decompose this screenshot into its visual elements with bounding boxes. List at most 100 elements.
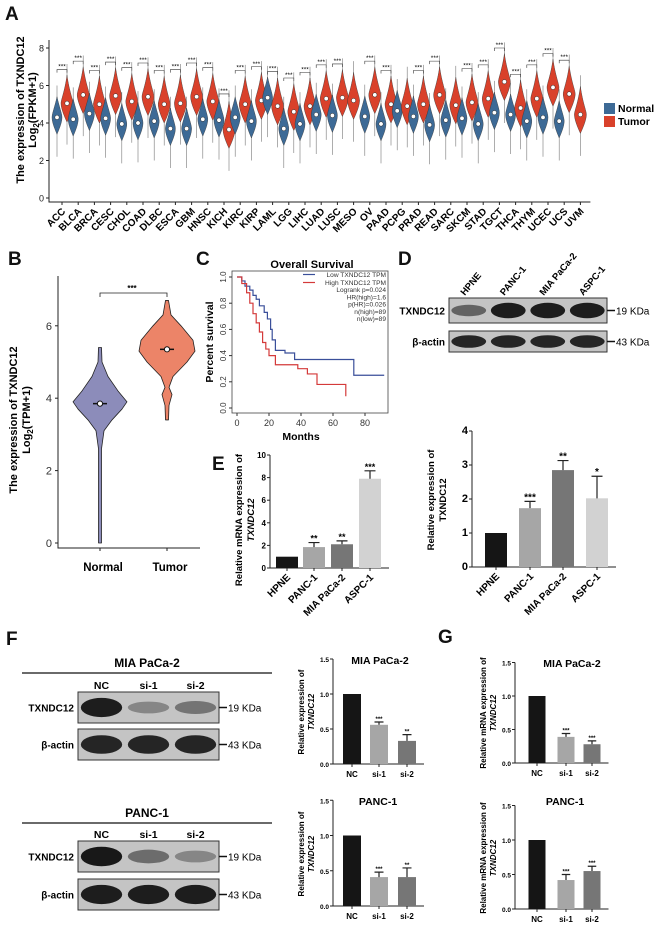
a-sig-bracket	[494, 47, 505, 51]
b-sig-bracket	[99, 292, 168, 297]
a-sig-label: ***	[366, 55, 374, 62]
e-bar-bar	[331, 544, 353, 568]
f-mia-blot-marker-label: 43 KDa	[228, 741, 262, 752]
g-mia-bar-bar	[528, 696, 546, 763]
f-mia-blot-row-label: TXNDC12	[28, 704, 74, 715]
e-bar-bar	[303, 547, 325, 568]
panel-label-c: C	[196, 249, 210, 270]
f-panc-blot-band	[174, 884, 217, 905]
g-mia-bar-error-bar	[587, 740, 597, 745]
f-panc-blot-marker-label: 43 KDa	[228, 891, 262, 902]
a-xtick-label: UVM	[563, 206, 587, 230]
d-bar-bar	[552, 470, 574, 567]
a-sig-label: ***	[188, 57, 196, 64]
c-xlabel: Months	[282, 431, 319, 443]
c-ytick-label: 0.4	[219, 349, 228, 361]
violin-normal-median	[491, 110, 497, 116]
g-panc-bar-ytick-label: 0.5	[502, 873, 511, 880]
violin-tumor-median	[242, 101, 248, 107]
d-bar-ytick-label: 4	[462, 425, 469, 437]
violin-tumor-median	[307, 103, 313, 109]
a-sig-label: ***	[123, 62, 131, 69]
c-ytick-label: 1.0	[219, 271, 228, 283]
violin-tumor-median	[161, 101, 167, 107]
panel-c-survival-chart: Overall Survival Months Percent survival…	[204, 259, 389, 443]
f-mia-bar-error-bar	[374, 721, 384, 725]
violin-tumor	[562, 65, 576, 114]
a-sig-bracket	[510, 73, 521, 78]
violin-tumor-median	[453, 102, 459, 108]
a-sig-label: ***	[58, 64, 66, 71]
g-mia-bar-xtick-label: si-1	[559, 769, 573, 778]
e-ylabel-line2: TXNDC12	[246, 498, 257, 542]
a-sig-bracket	[267, 71, 278, 75]
d-bar-ytick-label: 3	[462, 459, 468, 471]
violin-normal-median	[443, 117, 449, 123]
violin-tumor	[157, 76, 171, 124]
g-mia-bar-ytick-label: 0.5	[502, 728, 511, 735]
a-axes	[48, 40, 591, 203]
f-panc-bar-sig-label: **	[405, 863, 410, 869]
c-xtick-label: 40	[296, 418, 306, 428]
violin-normal-median	[281, 126, 287, 132]
g-panc-bar-error-bar	[561, 873, 571, 881]
g-panc-bar-ytick-label: 1.0	[502, 838, 511, 845]
f-mia-bar-title: MIA PaCa-2	[351, 655, 409, 667]
a-ylabel-rest: (FPKM+1)	[27, 72, 39, 123]
a-sig-bracket	[542, 53, 554, 57]
violin-normal-median	[508, 112, 514, 118]
a-sig-bracket	[186, 62, 197, 66]
a-ylabel-log: Log	[27, 128, 39, 148]
violin-normal-median	[427, 122, 433, 128]
violin-tumor-median	[469, 99, 475, 105]
violin-tumor-median	[437, 92, 443, 98]
f-panc-bar-error-bar	[402, 867, 412, 878]
f-panc-bar-ytick-label: 0.0	[320, 904, 329, 911]
violin-tumor-median	[577, 112, 583, 118]
f-panc-blot-row-label: TXNDC12	[28, 853, 74, 864]
a-sig-label: ***	[479, 59, 487, 66]
f-mia-bar-bar	[398, 740, 416, 764]
violin-tumor-median	[534, 96, 540, 102]
survival-curve-high	[237, 276, 347, 397]
a-sig-label: ***	[544, 48, 552, 55]
c-ytick-label: 0.2	[219, 376, 228, 388]
f-mia-bar-error-bar	[402, 734, 412, 741]
b-ytick-label: 0	[46, 538, 52, 550]
e-bar-error-bar	[336, 540, 348, 545]
c-stat-text: Logrank p=0.024	[336, 287, 386, 294]
violin-tumor-median	[113, 93, 119, 99]
d-bar-bar	[485, 533, 507, 567]
g-mia-bar-ytick-label: 0.0	[502, 761, 511, 768]
g-mia-bar-ytick-label: 1.0	[502, 694, 511, 701]
a-ylabel-line2: Log2(FPKM+1)	[27, 72, 41, 148]
f-panc-bar-ylabel-line1: Relative expression of	[297, 811, 306, 896]
a-sig-bracket	[105, 61, 116, 66]
a-sig-label: ***	[431, 55, 439, 62]
d-blot-marker-label: 19 KDa	[616, 307, 650, 318]
a-sig-bracket	[429, 60, 440, 65]
b-significance: ***	[127, 284, 137, 293]
c-ytick-label: 0.6	[219, 323, 228, 335]
d-bar-ytick-label: 0	[462, 561, 468, 573]
violin-normal-median	[216, 117, 222, 123]
violin-tumor-median	[485, 96, 491, 102]
e-ylabel-line1: Relative mRNA expression of	[234, 453, 245, 586]
legend-swatch-tumor	[604, 116, 615, 127]
f-panc-blot-lane-label: si-1	[139, 829, 157, 841]
f-panc-blot-band	[80, 884, 123, 905]
a-sig-label: ***	[253, 61, 261, 68]
a-sig-label: ***	[107, 56, 115, 63]
c-xtick-label: 80	[360, 418, 370, 428]
b-ylabel-line2: Log2(TPM+1)	[21, 386, 35, 454]
f-mia-bar-bar	[343, 694, 361, 764]
f-panc-blot-band	[174, 850, 217, 863]
d-blot-band	[451, 335, 487, 348]
e-bar-ytick-label: 6	[262, 496, 267, 505]
c-stat-text: HR(high)=1.6	[347, 294, 387, 301]
violin-normal-median	[200, 116, 206, 122]
violin-normal-median	[119, 121, 125, 127]
e-bar-error-bar	[364, 470, 376, 479]
violin-tumor	[206, 73, 220, 121]
panel-label-g: G	[438, 627, 453, 648]
